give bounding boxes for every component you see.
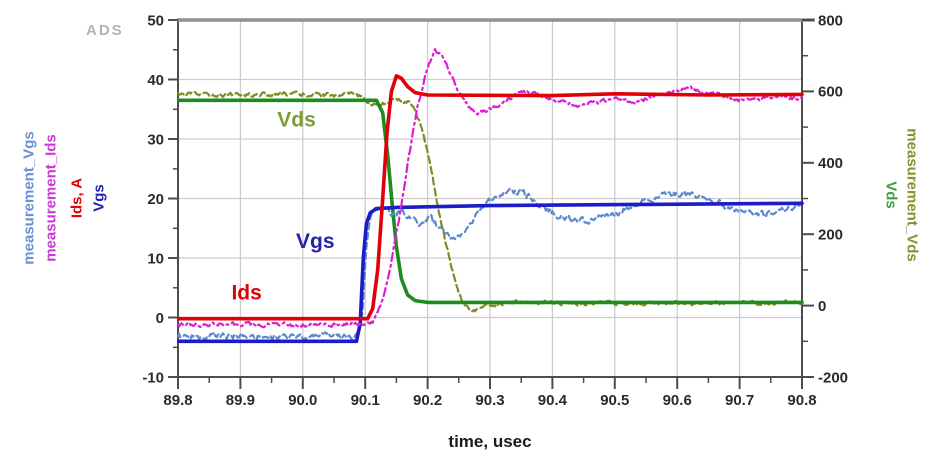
tick-label: 0 <box>156 310 164 327</box>
tick-label: 600 <box>818 84 843 101</box>
tick-label: 200 <box>818 226 843 243</box>
tick-label: 90.7 <box>725 392 754 409</box>
tick-label: 400 <box>818 155 843 172</box>
tick-marks <box>168 19 814 389</box>
series-Vgs <box>177 201 804 344</box>
ads-watermark: ADS <box>86 22 124 39</box>
tick-label: 90.3 <box>475 392 504 409</box>
tick-label: 90.0 <box>288 392 317 409</box>
tick-label: 90.2 <box>413 392 442 409</box>
series-Ids <box>177 74 804 321</box>
series-Vds <box>177 98 804 305</box>
curve-annotation-vds: Vds <box>277 109 316 132</box>
tick-label: 90.1 <box>351 392 380 409</box>
tick-label: 30 <box>147 131 164 148</box>
tick-label: 90.4 <box>538 392 568 409</box>
tick-label: 20 <box>147 191 164 208</box>
annotations: Vds Vgs Ids <box>231 109 334 305</box>
tick-label: 89.8 <box>163 392 192 409</box>
tick-label: 800 <box>818 12 843 29</box>
series-group <box>177 48 804 344</box>
curve-annotation-ids: Ids <box>231 281 261 304</box>
tick-label: 90.8 <box>787 392 816 409</box>
tick-labels: 50 40 30 20 10 0 -10 800 600 400 200 0 -200 89.8 89.9 9… <box>142 12 848 409</box>
tick-label: -200 <box>818 369 848 386</box>
curve-annotation-vgs: Vgs <box>296 230 335 253</box>
tick-label: 50 <box>147 12 164 29</box>
tick-label: -10 <box>142 369 164 386</box>
tick-label: 10 <box>147 250 164 267</box>
tick-label: 0 <box>818 298 826 315</box>
x-axis-title: time, usec <box>448 432 532 451</box>
series-measurement_Vgs <box>177 187 804 342</box>
tick-label: 90.5 <box>600 392 629 409</box>
series-measurement_Ids <box>177 48 804 329</box>
tick-label: 89.9 <box>226 392 255 409</box>
tick-label: 40 <box>147 72 164 89</box>
tick-label: 90.6 <box>663 392 692 409</box>
